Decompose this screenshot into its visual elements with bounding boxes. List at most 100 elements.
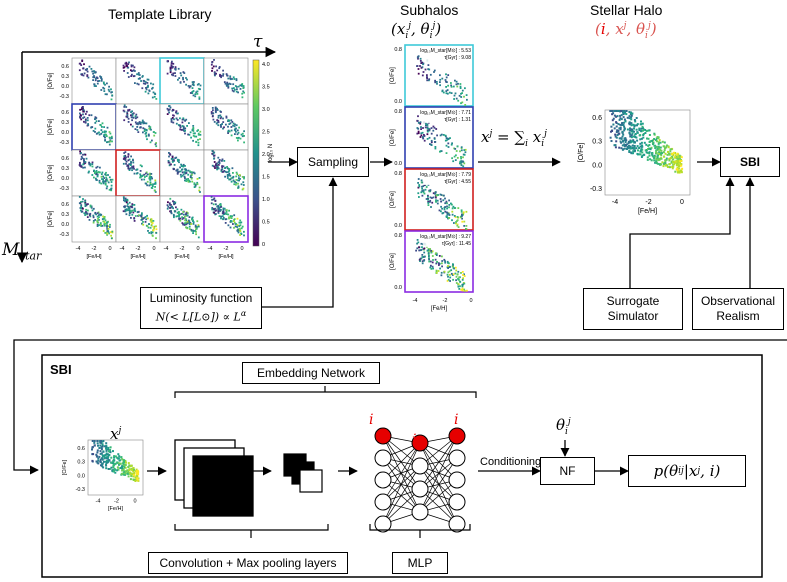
tick-label: τ[Gyr] : 11.45 [442, 241, 471, 247]
tick-label: -4 [164, 246, 169, 252]
tick-label: -4 [96, 499, 101, 505]
tick-label: -0.3 [76, 487, 85, 493]
axis-label-ofe: [O/Fe] [62, 459, 68, 475]
sum-equation: xj = ∑i xij [481, 128, 547, 149]
template-cell [115, 195, 161, 243]
mstar-label: Mstar [2, 240, 42, 263]
tick-label: τ[Gyr] : 9.08 [444, 55, 471, 61]
axis-label-ofe: [O/Fe] [390, 253, 396, 270]
tick-label: 0.0 [77, 473, 85, 479]
mlp-node [411, 503, 429, 521]
tick-label: log₁₀M_star[M⊙] : 7.71 [420, 110, 471, 116]
tick-label: 0 [469, 298, 472, 304]
tick-label: 2.0 [262, 152, 270, 158]
axis-label-ofe: [O/Fe] [390, 191, 396, 208]
tick-label: 0.3 [77, 460, 85, 466]
template-cell [203, 57, 249, 105]
axis-label-ofe: [O/Fe] [390, 129, 396, 146]
tick-label: -2 [443, 298, 448, 304]
tick-label: 0.0 [592, 162, 602, 169]
template-cell [115, 57, 161, 105]
input-halo-plot: 0.6 0.3 0.0 -0.3 -4 -2 0 [Fe/H] [O/Fe] [62, 439, 144, 512]
tick-label: τ[Gyr] : 4.55 [444, 179, 471, 185]
mlp-node [448, 493, 466, 511]
tick-label: [Fe/H] [108, 506, 123, 512]
tick-label: 0.3 [61, 74, 69, 80]
axis-label-ofe: [O/Fe] [578, 143, 585, 163]
mlp-node [374, 471, 392, 489]
conditioning-label: Conditioning [480, 456, 542, 468]
tick-label: 0.3 [592, 139, 602, 146]
tick-label: -2 [180, 246, 185, 252]
template-cell [159, 57, 205, 105]
tick-label: 0.0 [61, 176, 69, 182]
tick-label: τ[Gyr] : 1.31 [444, 117, 471, 123]
tick-label: -2 [136, 246, 141, 252]
tau-label: τ [253, 32, 263, 52]
tick-label: 0.0 [61, 222, 69, 228]
conv-layers-box: Convolution + Max pooling layers [148, 552, 348, 574]
tick-label: 1.5 [262, 175, 270, 181]
tick-label: -4 [612, 199, 618, 206]
tick-label: log₁₀M_star[M⊙] : 7.79 [420, 172, 471, 178]
mlp-node [374, 493, 392, 511]
subhalos-math: (xij, θij) [391, 20, 442, 41]
subhalo-panel: log₁₀M_star[M⊙] : 9.27τ[Gyr] : 11.45 0.8 0… [390, 230, 474, 293]
tick-label: 0 [262, 242, 265, 248]
mlp-node [411, 434, 429, 452]
template-cell [71, 149, 117, 197]
template-cell [115, 149, 161, 197]
tick-label: log₁₀M_star[M⊙] : 9.27 [420, 234, 471, 240]
template-cell [115, 103, 161, 151]
tick-label: 0.0 [394, 161, 402, 167]
conv-brace [174, 524, 329, 538]
template-cell [203, 103, 249, 151]
tick-label: 0 [108, 246, 111, 252]
theta-label: θij [556, 416, 571, 437]
subhalos-title: Subhalos [400, 2, 459, 18]
tick-label: [Fe/H] [638, 208, 657, 215]
embedding-network-box: Embedding Network [242, 362, 380, 384]
colorbar [252, 59, 260, 247]
mlp-node [448, 515, 466, 533]
mlp-node-label-mid: i [412, 432, 417, 448]
tick-label: [Fe/H] [431, 306, 448, 312]
mlp-node [448, 449, 466, 467]
tick-label: 0.6 [61, 64, 69, 70]
tick-label: -0.3 [60, 186, 69, 192]
axis-label-ofe: [O/Fe] [48, 210, 54, 227]
tick-label: 0.8 [394, 47, 402, 53]
axis-label-ofe: [O/Fe] [48, 164, 54, 181]
tick-label: 0.0 [61, 84, 69, 90]
tick-label: 0.3 [61, 120, 69, 126]
mlp-node-label-right: i [454, 412, 459, 428]
tick-label: 0.3 [61, 212, 69, 218]
tick-label: 0.3 [61, 166, 69, 172]
mlp-brace [369, 524, 471, 538]
tick-label: -0.3 [60, 140, 69, 146]
embedding-brace [174, 386, 477, 398]
tick-label: -2 [92, 246, 97, 252]
tick-label: 3.0 [262, 107, 270, 113]
tick-label: 3.5 [262, 85, 270, 91]
template-cell [71, 57, 117, 105]
tick-label: 0.0 [61, 130, 69, 136]
stellar-halo-plot: 0.6 0.3 0.0 -0.3 -4 -2 0 [Fe/H] [O/Fe] [578, 109, 691, 215]
pooled-map [299, 469, 323, 493]
arrow-to-sbi-panel [13, 339, 787, 475]
colorbar-label: log₁₀ N [268, 144, 274, 163]
tick-label: log₁₀M_star[M⊙] : 5.53 [420, 48, 471, 54]
tick-label: 0 [133, 499, 136, 505]
tick-label: 0 [680, 199, 684, 206]
template-cell [203, 195, 249, 243]
tick-label: 0.0 [394, 285, 402, 291]
tick-label: -4 [120, 246, 125, 252]
mlp-node [374, 515, 392, 533]
tick-label: 0 [240, 246, 243, 252]
sbi-box: SBI [720, 147, 780, 177]
mlp-node [448, 427, 466, 445]
axis-label-ofe: [O/Fe] [390, 67, 396, 84]
tick-label: 0 [152, 246, 155, 252]
luminosity-function-box: Luminosity function N(< L[L⊙]) ∝ Lα [140, 287, 262, 329]
subhalo-panels: log₁₀M_star[M⊙] : 5.53τ[Gyr] : 9.08 0.8 0.… [390, 44, 474, 312]
